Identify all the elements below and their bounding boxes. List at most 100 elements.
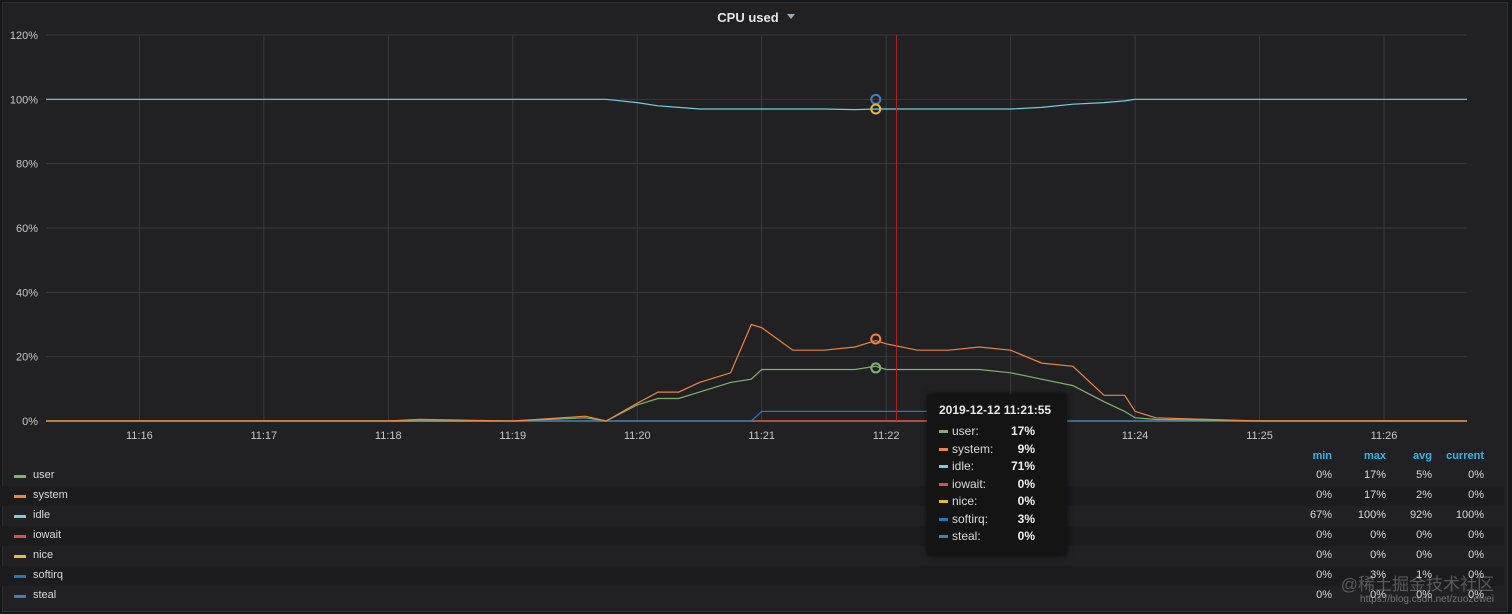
legend-header-current[interactable]: current [1446, 450, 1484, 462]
legend-swatch[interactable] [14, 555, 26, 558]
tooltip-series-name: user: [952, 424, 979, 438]
x-tick-label: 11:24 [1122, 430, 1149, 442]
legend-series-name[interactable]: user [33, 469, 55, 481]
legend-series-name[interactable]: iowait [33, 529, 62, 541]
legend-current: 0% [1468, 589, 1484, 601]
hover-point-system [870, 333, 882, 345]
tooltip-swatch [939, 447, 948, 451]
legend-series-name[interactable]: idle [33, 509, 51, 521]
tooltip-swatch [939, 465, 948, 468]
watermark: @稀土掘金技术社区 [1340, 575, 1494, 594]
tooltip-series-value: 0% [1017, 476, 1035, 491]
legend-swatch[interactable] [14, 575, 26, 578]
tooltip-swatch [939, 517, 948, 521]
legend-row-softirq[interactable]: softirq 0% 3% 1% 0% [0, 566, 1504, 586]
series-line-softirq[interactable] [46, 410, 1467, 422]
tooltip-series-value: 0% [1017, 529, 1035, 543]
legend-avg: 92% [1409, 509, 1432, 521]
tooltip-row: idle: 71% [939, 458, 1057, 475]
tooltip-series-value: 3% [1017, 511, 1035, 526]
legend-current: 0% [1468, 469, 1484, 481]
legend-row-nice[interactable]: nice 0% 0% 0% 0% [0, 546, 1504, 566]
legend-current: 0% [1468, 569, 1484, 581]
legend-max: 17% [1363, 469, 1386, 481]
legend-swatch[interactable] [14, 495, 26, 498]
legend-max: 17% [1363, 489, 1386, 501]
y-tick-label: 60% [16, 223, 38, 235]
x-tick-label: 11:25 [1246, 430, 1273, 442]
tooltip-row: softirq: 3% [939, 511, 1057, 528]
legend-max: 0% [1370, 529, 1386, 541]
legend-header-max[interactable]: max [1363, 450, 1386, 462]
legend-row-user[interactable]: user 0% 17% 5% 0% [0, 466, 1504, 486]
legend-min: 0% [1316, 529, 1332, 541]
y-tick-label: 120% [10, 30, 38, 42]
legend-header-avg[interactable]: avg [1413, 450, 1432, 462]
legend-current: 0% [1468, 489, 1484, 501]
legend-row-iowait[interactable]: iowait 0% 0% 0% 0% [0, 526, 1504, 546]
series-line-idle[interactable] [46, 98, 1467, 111]
legend-swatch[interactable] [14, 535, 26, 538]
tooltip-row: user: 17% [939, 423, 1057, 440]
x-tick-label: 11:21 [748, 430, 775, 442]
x-tick-label: 11:22 [873, 430, 900, 442]
legend-max: 3% [1370, 569, 1386, 581]
legend-avg: 5% [1416, 469, 1432, 481]
legend-swatch[interactable] [14, 595, 26, 598]
legend-current: 100% [1455, 509, 1484, 521]
legend-series-name[interactable]: softirq [33, 569, 63, 581]
tooltip-swatch [939, 430, 948, 433]
legend-min: 0% [1316, 569, 1332, 581]
hover-point-nice [870, 103, 882, 115]
legend-max: 0% [1370, 589, 1386, 601]
tooltip-series-value: 17% [1010, 424, 1035, 438]
legend-row-system[interactable]: system 0% 17% 2% 0% [0, 486, 1504, 506]
legend-swatch[interactable] [14, 475, 26, 478]
legend-max: 100% [1357, 509, 1386, 521]
legend-series-name[interactable]: nice [33, 549, 54, 561]
tooltip-swatch [939, 482, 948, 486]
legend-row-steal[interactable]: steal 0% 0% 0% 0% [0, 586, 1504, 606]
legend-min: 0% [1316, 549, 1332, 561]
tooltip-swatch [939, 500, 948, 503]
legend-row-idle[interactable]: idle 67% 100% 92% 100% [0, 506, 1504, 526]
legend-avg: 0% [1416, 589, 1432, 601]
tooltip-row: system: 9% [939, 441, 1057, 458]
legend-current: 0% [1468, 549, 1484, 561]
x-tick-label: 11:26 [1371, 430, 1398, 442]
tooltip-series-value: 71% [1010, 459, 1035, 473]
legend-avg: 1% [1416, 569, 1432, 581]
panel-title[interactable]: CPU used [3, 10, 1509, 25]
tooltip-row: nice: 0% [939, 493, 1057, 510]
tooltip-series-value: 9% [1017, 441, 1035, 456]
y-tick-label: 0% [22, 416, 38, 428]
legend-avg: 2% [1416, 489, 1432, 501]
panel-title-text[interactable]: CPU used [717, 10, 779, 25]
tooltip-time: 2019-12-12 11:21:55 [939, 403, 1052, 417]
legend-swatch[interactable] [14, 515, 26, 518]
legend-max: 0% [1370, 549, 1386, 561]
y-tick-label: 20% [16, 352, 38, 364]
legend-series-name[interactable]: system [33, 489, 68, 501]
series-line-user[interactable] [46, 365, 1467, 422]
tooltip-series-value: 0% [1017, 494, 1035, 508]
tooltip-series-name: iowait: [952, 476, 987, 491]
y-tick-label: 40% [16, 287, 38, 299]
tooltip-swatch [939, 535, 948, 538]
series-line-system[interactable] [46, 323, 1467, 422]
legend-series-name[interactable]: steal [33, 589, 57, 601]
legend-current: 0% [1468, 529, 1484, 541]
legend-min: 0% [1316, 589, 1332, 601]
watermark-url: https://blog.csdn.net/zuozewei [1360, 594, 1494, 605]
legend-header-min[interactable]: min [1312, 450, 1332, 462]
tooltip-series-name: softirq: [952, 511, 989, 526]
x-tick-label: 11:18 [375, 430, 402, 442]
y-tick-label: 80% [16, 159, 38, 171]
tooltip-series-name: steal: [952, 529, 981, 543]
hover-point-user [870, 362, 882, 374]
legend-min: 67% [1309, 509, 1332, 521]
chevron-down-icon[interactable] [786, 14, 795, 20]
legend-avg: 0% [1416, 529, 1432, 541]
tooltip-series-name: idle: [952, 459, 975, 473]
